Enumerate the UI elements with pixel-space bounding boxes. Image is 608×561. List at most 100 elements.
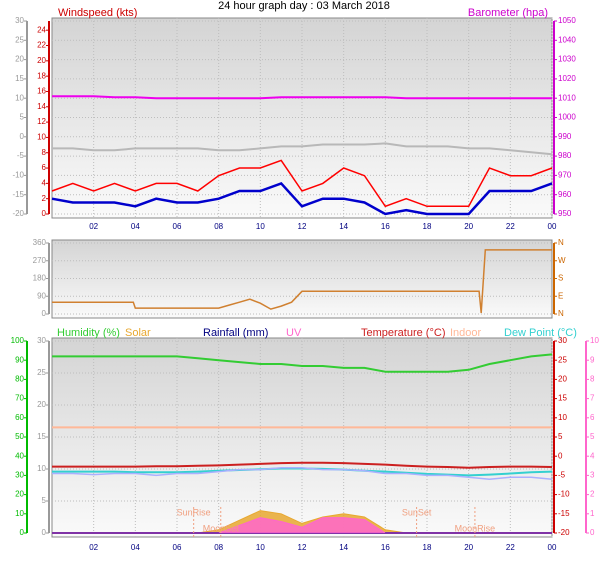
axis-title: Barometer (hpa) bbox=[468, 7, 548, 19]
y-tick-label: -15 bbox=[12, 190, 24, 199]
y-tick-label: -5 bbox=[17, 151, 25, 160]
y-tick-label: -20 bbox=[12, 209, 24, 218]
x-tick-label: 00 bbox=[548, 222, 557, 231]
y-tick-label: -15 bbox=[558, 509, 570, 518]
x-tick-label: 00 bbox=[548, 543, 557, 552]
y-tick-label: 5 bbox=[590, 432, 595, 441]
y-tick-label: 20 bbox=[15, 55, 24, 64]
x-tick-label: 18 bbox=[423, 222, 432, 231]
y-tick-label: 1000 bbox=[558, 113, 576, 122]
y-tick-label: 12 bbox=[37, 117, 46, 126]
legend-label: Temperature (°C) bbox=[361, 327, 445, 339]
y-tick-label: 0 bbox=[558, 451, 563, 460]
y-tick-label: 60 bbox=[15, 413, 24, 422]
y-tick-label: -10 bbox=[12, 171, 24, 180]
y-tick-label: 20 bbox=[37, 56, 46, 65]
y-tick-label: -20 bbox=[558, 528, 570, 537]
y-tick-label: 14 bbox=[37, 102, 46, 111]
line bbox=[51, 159, 553, 208]
legend-label: Dew Point (°C) bbox=[504, 327, 577, 339]
y-tick-label: 25 bbox=[15, 35, 24, 44]
annotation: SunRise bbox=[177, 507, 211, 517]
y-tick-label: W bbox=[558, 256, 566, 265]
x-tick-label: 08 bbox=[214, 543, 223, 552]
legend-label: Rainfall (mm) bbox=[203, 327, 268, 339]
y-tick-label: 22 bbox=[37, 41, 46, 50]
y-tick-label: 10 bbox=[37, 133, 46, 142]
legend-label: Solar bbox=[125, 327, 151, 339]
y-tick-label: 990 bbox=[558, 132, 572, 141]
y-tick-label: 40 bbox=[15, 451, 24, 460]
y-tick-label: 0 bbox=[42, 309, 47, 318]
y-tick-label: 100 bbox=[11, 336, 25, 345]
y-tick-label: -10 bbox=[558, 490, 570, 499]
y-tick-label: 30 bbox=[15, 16, 24, 25]
line bbox=[52, 353, 553, 373]
x-tick-label: 08 bbox=[214, 222, 223, 231]
x-tick-label: 12 bbox=[298, 543, 307, 552]
annotation: SunSet bbox=[402, 507, 432, 517]
y-tick-label: 970 bbox=[558, 171, 572, 180]
y-tick-label: 2 bbox=[42, 194, 47, 203]
y-tick-label: 15 bbox=[15, 74, 24, 83]
chart-title: 24 hour graph day : 03 March 2018 bbox=[218, 0, 390, 12]
y-tick-label: -5 bbox=[558, 471, 566, 480]
line bbox=[52, 467, 553, 477]
y-tick-label: 6 bbox=[42, 163, 47, 172]
x-tick-label: 04 bbox=[131, 222, 140, 231]
legend-label: Indoor bbox=[450, 327, 482, 339]
line bbox=[52, 142, 553, 156]
x-tick-label: 10 bbox=[256, 543, 265, 552]
y-tick-label: 25 bbox=[558, 355, 567, 364]
y-tick-label: 4 bbox=[590, 451, 595, 460]
y-tick-label: 10 bbox=[590, 336, 599, 345]
y-tick-label: 16 bbox=[37, 87, 46, 96]
y-tick-label: 180 bbox=[33, 274, 47, 283]
y-tick-label: 9 bbox=[590, 355, 595, 364]
y-tick-label: 90 bbox=[37, 291, 46, 300]
x-tick-label: 22 bbox=[506, 543, 515, 552]
y-tick-label: N bbox=[558, 309, 564, 318]
y-tick-label: 1040 bbox=[558, 35, 576, 44]
y-tick-label: 50 bbox=[15, 432, 24, 441]
y-tick-label: 25 bbox=[37, 368, 46, 377]
y-tick-label: 10 bbox=[15, 93, 24, 102]
y-tick-label: 5 bbox=[558, 432, 563, 441]
y-tick-label: 3 bbox=[590, 471, 595, 480]
y-tick-label: 5 bbox=[20, 113, 25, 122]
y-tick-label: N bbox=[558, 238, 564, 247]
line bbox=[52, 466, 553, 480]
y-tick-label: 15 bbox=[37, 432, 46, 441]
x-tick-label: 06 bbox=[173, 543, 182, 552]
y-tick-label: 0 bbox=[42, 209, 47, 218]
x-tick-label: 16 bbox=[381, 222, 390, 231]
x-tick-label: 18 bbox=[423, 543, 432, 552]
x-tick-label: 10 bbox=[256, 222, 265, 231]
axis-title: Windspeed (kts) bbox=[58, 7, 137, 19]
y-tick-label: 20 bbox=[37, 400, 46, 409]
y-tick-label: 10 bbox=[558, 413, 567, 422]
x-tick-label: 14 bbox=[339, 222, 348, 231]
annotation: MoonRise bbox=[455, 523, 496, 533]
annotation: MoonSet bbox=[203, 523, 240, 533]
y-tick-label: 360 bbox=[33, 238, 47, 247]
y-tick-label: 1030 bbox=[558, 55, 576, 64]
y-tick-label: 1010 bbox=[558, 93, 576, 102]
y-tick-label: 30 bbox=[558, 336, 567, 345]
y-tick-label: 10 bbox=[37, 464, 46, 473]
x-tick-label: 12 bbox=[298, 222, 307, 231]
y-tick-label: 7 bbox=[590, 394, 595, 403]
y-tick-label: E bbox=[558, 291, 563, 300]
y-tick-label: 80 bbox=[15, 375, 24, 384]
x-tick-label: 22 bbox=[506, 222, 515, 231]
x-tick-label: 06 bbox=[173, 222, 182, 231]
x-tick-label: 20 bbox=[464, 222, 473, 231]
y-tick-label: 1050 bbox=[558, 16, 576, 25]
y-tick-label: 20 bbox=[15, 490, 24, 499]
x-tick-label: 04 bbox=[131, 543, 140, 552]
y-tick-label: 2 bbox=[590, 490, 595, 499]
legend-label: UV bbox=[286, 327, 302, 339]
y-tick-label: S bbox=[558, 274, 563, 283]
y-tick-label: 24 bbox=[37, 25, 46, 34]
